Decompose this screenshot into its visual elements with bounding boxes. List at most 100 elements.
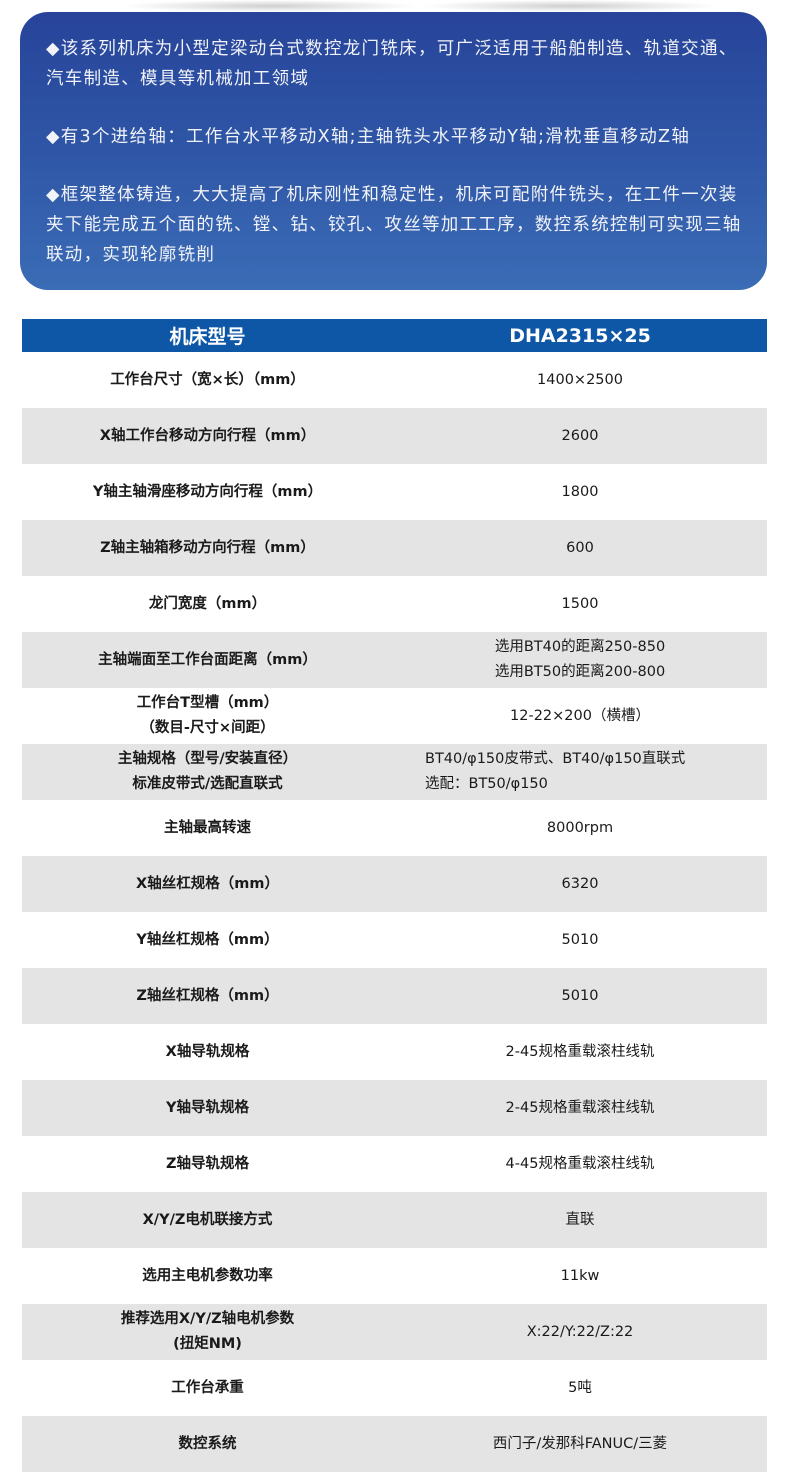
spec-value-line: 选用BT40的距离250-850 [494,639,666,655]
table-row: 推荐选用X/Y/Z轴电机参数 (扭矩NM) X:22/Y:22/Z:22 [22,1304,767,1360]
spec-value-line: 2-45规格重载滚柱线轨 [505,1043,655,1060]
spec-label-line: 标准皮带式/选配直联式 [132,776,283,792]
spec-label-line: 工作台承重 [171,1379,244,1396]
spec-label-line: Y轴主轴滑座移动方向行程（mm） [92,483,323,500]
table-row: Z轴导轨规格 4-45规格重载滚柱线轨 [22,1136,767,1192]
spec-value: 12-22×200（横槽） [393,688,767,744]
spec-value: 8000rpm [393,800,767,856]
spec-value-line: 11kw [560,1267,600,1284]
spec-label-line: 主轴规格（型号/安装直径） [117,751,298,767]
intro-paragraph: ◆该系列机床为小型定梁动台式数控龙门铣床，可广泛适用于船舶制造、轨道交通、汽车制… [46,39,738,89]
spec-value: 5010 [393,968,767,1024]
spec-value-line: 5010 [561,931,599,948]
spec-label-line: 工作台T型槽（mm） [136,695,279,711]
table-row: Y轴丝杠规格（mm） 5010 [22,912,767,968]
spec-label-line: X轴工作台移动方向行程（mm） [99,427,316,444]
spec-value: 1800 [393,464,767,520]
table-row: 主轴端面至工作台面距离（mm） 选用BT40的距离250-850 选用BT50的距离… [22,632,767,688]
spec-value: 选用BT40的距离250-850 选用BT50的距离200-800 [393,632,767,688]
spec-value-line: 直联 [565,1211,595,1228]
spec-value: 4-45规格重载滚柱线轨 [393,1136,767,1192]
table-row: X轴工作台移动方向行程（mm） 2600 [22,408,767,464]
spec-label-line: X轴丝杠规格（mm） [136,875,279,892]
spec-table: 机床型号 DHA2315×25 工作台尺寸（宽×长）（mm） 1400×2500 X… [22,319,767,1472]
spec-value-line: 600 [566,539,594,556]
spec-label: 选用主电机参数功率 [22,1248,393,1304]
spec-label-line: 推荐选用X/Y/Z轴电机参数 [120,1311,295,1327]
table-row: Z轴丝杠规格（mm） 5010 [22,968,767,1024]
spec-value: 600 [393,520,767,576]
intro-paragraph: ◆有3个进给轴：工作台水平移动X轴;主轴铣头水平移动Y轴;滑枕垂直移动Z轴 [46,127,691,147]
spec-value-line: 西门子/发那科FANUC/三菱 [492,1435,668,1452]
table-row: 选用主电机参数功率 11kw [22,1248,767,1304]
spec-label: X/Y/Z电机联接方式 [22,1192,393,1248]
spec-label-line: 龙门宽度（mm） [148,595,267,612]
spec-label: 工作台尺寸（宽×长）（mm） [22,352,393,408]
spec-label-line: 数控系统 [178,1435,237,1452]
header-model: DHA2315×25 [393,319,767,352]
spec-label: X轴工作台移动方向行程（mm） [22,408,393,464]
spec-value-line: 2-45规格重载滚柱线轨 [505,1099,655,1116]
table-row: 龙门宽度（mm） 1500 [22,576,767,632]
spec-value-line: 选配：BT50/φ150 [425,776,548,792]
spec-label: Y轴丝杠规格（mm） [22,912,393,968]
spec-label-line: Z轴丝杠规格（mm） [136,987,279,1004]
spec-value-line: 5010 [561,987,599,1004]
table-row: X轴导轨规格 2-45规格重载滚柱线轨 [22,1024,767,1080]
spec-label-line: Y轴导轨规格 [166,1099,249,1116]
spec-value: 1500 [393,576,767,632]
spec-value: 西门子/发那科FANUC/三菱 [393,1416,767,1472]
table-row: 数控系统 西门子/发那科FANUC/三菱 [22,1416,767,1472]
table-row: X/Y/Z电机联接方式 直联 [22,1192,767,1248]
spec-label: X轴导轨规格 [22,1024,393,1080]
spec-value-line: 4-45规格重载滚柱线轨 [505,1155,655,1172]
spec-label: 主轴最高转速 [22,800,393,856]
spec-label-line: Y轴丝杠规格（mm） [136,931,279,948]
table-row: 主轴最高转速 8000rpm [22,800,767,856]
table-row: 工作台T型槽（mm） （数目-尺寸×间距） 12-22×200（横槽） [22,688,767,744]
spec-value-line: 5吨 [568,1379,592,1396]
spec-value-line: 1400×2500 [537,371,623,388]
spec-label: Z轴丝杠规格（mm） [22,968,393,1024]
spec-label: 推荐选用X/Y/Z轴电机参数 (扭矩NM) [22,1304,393,1360]
spec-label-line: 主轴最高转速 [164,819,251,836]
spec-label: Z轴导轨规格 [22,1136,393,1192]
table-row: Z轴主轴箱移动方向行程（mm） 600 [22,520,767,576]
spec-value: BT40/φ150皮带式、BT40/φ150直联式 选配：BT50/φ150 [393,744,767,800]
spec-value: 1400×2500 [393,352,767,408]
spec-label: 主轴规格（型号/安装直径） 标准皮带式/选配直联式 [22,744,393,800]
spec-label: X轴丝杠规格（mm） [22,856,393,912]
spec-label: 主轴端面至工作台面距离（mm） [22,632,393,688]
spec-label: Y轴导轨规格 [22,1080,393,1136]
spec-value: 5吨 [393,1360,767,1416]
spec-value: 6320 [393,856,767,912]
spec-label: 工作台承重 [22,1360,393,1416]
spec-value: 2600 [393,408,767,464]
spec-value-line: X:22/Y:22/Z:22 [526,1323,634,1340]
spec-label: 工作台T型槽（mm） （数目-尺寸×间距） [22,688,393,744]
intro-panel: ◆该系列机床为小型定梁动台式数控龙门铣床，可广泛适用于船舶制造、轨道交通、汽车制… [20,12,767,290]
spec-value: 5010 [393,912,767,968]
top-shadow-decoration [420,0,720,12]
spec-value-line: 12-22×200（横槽） [510,707,650,724]
top-shadow-decoration [120,0,420,12]
table-row: X轴丝杠规格（mm） 6320 [22,856,767,912]
table-row: 工作台尺寸（宽×长）（mm） 1400×2500 [22,352,767,408]
spec-value: 直联 [393,1192,767,1248]
header-label: 机床型号 [22,319,393,352]
spec-label: 龙门宽度（mm） [22,576,393,632]
spec-label-line: Z轴导轨规格 [165,1155,249,1172]
table-row: 工作台承重 5吨 [22,1360,767,1416]
table-row: 主轴规格（型号/安装直径） 标准皮带式/选配直联式 BT40/φ150皮带式、BT4… [22,744,767,800]
spec-label-line: X/Y/Z电机联接方式 [142,1211,273,1228]
spec-value: 2-45规格重载滚柱线轨 [393,1024,767,1080]
spec-label-line: （数目-尺寸×间距） [140,720,275,736]
spec-label: Y轴主轴滑座移动方向行程（mm） [22,464,393,520]
intro-paragraph: ◆框架整体铸造，大大提高了机床刚性和稳定性，机床可配附件铣头，在工件一次装夹下能… [46,185,742,265]
spec-label-line: Z轴主轴箱移动方向行程（mm） [100,539,315,556]
spec-label-line: 工作台尺寸（宽×长）（mm） [110,371,305,388]
spec-label: 数控系统 [22,1416,393,1472]
spec-value: X:22/Y:22/Z:22 [393,1304,767,1360]
spec-label-line: (扭矩NM) [173,1336,242,1352]
spec-value-line: 1500 [561,595,599,612]
